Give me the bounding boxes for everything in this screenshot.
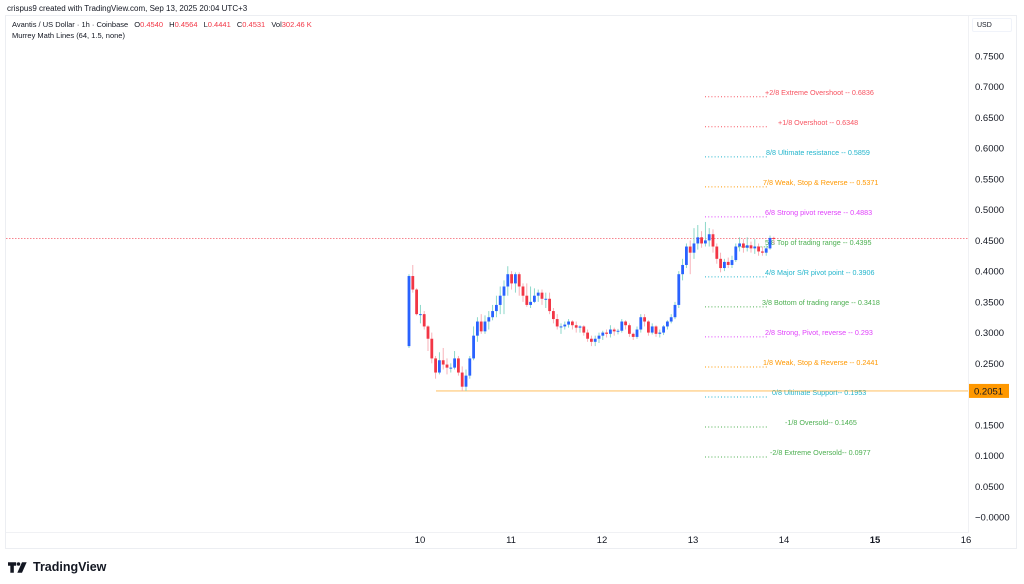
volume-value: 302.46 K bbox=[281, 20, 312, 29]
price-tick: 0.3500 bbox=[975, 297, 1004, 308]
price-tick: 0.1500 bbox=[975, 420, 1004, 431]
murrey-line-label: +2/8 Extreme Overshoot -- 0.6836 bbox=[765, 88, 874, 97]
brand-name: TradingView bbox=[33, 560, 107, 574]
price-tick: 0.3000 bbox=[975, 328, 1004, 339]
price-tick: 0.0500 bbox=[975, 482, 1004, 493]
chart-credit: crispus9 created with TradingView.com, S… bbox=[7, 4, 248, 13]
open-value: 0.4540 bbox=[140, 20, 164, 29]
price-tick: 0.2500 bbox=[975, 359, 1004, 370]
indicator-title[interactable]: Murrey Math Lines (64, 1.5, none) bbox=[12, 31, 125, 40]
time-tick: 14 bbox=[779, 535, 790, 546]
murrey-line-label: -2/8 Extreme Oversold-- 0.0977 bbox=[770, 448, 871, 457]
price-tick: 0.6000 bbox=[975, 144, 1004, 155]
high-value: 0.4564 bbox=[174, 20, 198, 29]
time-tick: 13 bbox=[688, 535, 699, 546]
price-scale-divider bbox=[968, 16, 969, 533]
high-label: H bbox=[169, 20, 175, 29]
symbol-ohlc-row[interactable]: Avantis / US Dollar · 1h · Coinbase O0.4… bbox=[12, 19, 312, 30]
murrey-line-label: 0/8 Ultimate Support-- 0.1953 bbox=[772, 388, 866, 397]
symbol-title: Avantis / US Dollar · 1h · Coinbase bbox=[12, 20, 129, 29]
price-tick: 0.7000 bbox=[975, 82, 1004, 93]
chart-legend: Avantis / US Dollar · 1h · Coinbase O0.4… bbox=[12, 19, 312, 41]
murrey-math-lines: +2/8 Extreme Overshoot -- 0.6836 +1/8 Ove… bbox=[705, 88, 880, 458]
price-tick: 0.5000 bbox=[975, 205, 1004, 216]
volume-label: Vol bbox=[271, 20, 282, 29]
price-tick: 0.6500 bbox=[975, 113, 1004, 124]
murrey-line-label: 7/8 Weak, Stop & Reverse -- 0.5371 bbox=[763, 178, 878, 187]
time-tick: 12 bbox=[597, 535, 608, 546]
tradingview-logo-icon bbox=[8, 561, 27, 573]
price-tick: 0.4500 bbox=[975, 236, 1004, 247]
low-label: L bbox=[203, 20, 208, 29]
murrey-line-label: 2/8 Strong, Pivot, reverse -- 0.293 bbox=[765, 328, 873, 337]
murrey-line-label: +1/8 Overshoot -- 0.6348 bbox=[778, 118, 858, 127]
horizontal-line-price-text: 0.2051 bbox=[974, 386, 1003, 397]
price-scale[interactable]: 0.7500 0.7000 0.6500 0.6000 0.5500 0.5000 0.45… bbox=[969, 51, 1010, 524]
murrey-line-label: 8/8 Ultimate resistance -- 0.5859 bbox=[766, 148, 870, 157]
price-tick: 0.1000 bbox=[975, 451, 1004, 462]
price-tick: 0.7500 bbox=[975, 51, 1004, 62]
open-label: O bbox=[134, 20, 141, 29]
horizontal-line-drawing[interactable] bbox=[6, 238, 968, 392]
time-tick: 15 bbox=[870, 535, 881, 546]
price-tick: 0.5500 bbox=[975, 174, 1004, 185]
time-scale-divider bbox=[6, 532, 968, 533]
murrey-line-label: 4/8 Major S/R pivot point -- 0.3906 bbox=[765, 268, 874, 277]
time-scale[interactable]: 10 11 12 13 14 15 16 bbox=[415, 535, 972, 546]
time-tick: 11 bbox=[506, 535, 516, 546]
currency-badge[interactable]: USD bbox=[972, 18, 1012, 32]
murrey-line-label: -1/8 Oversold-- 0.1465 bbox=[785, 418, 857, 427]
low-value: 0.4441 bbox=[207, 20, 231, 29]
close-label: C bbox=[236, 20, 243, 29]
price-tick: −0.0000 bbox=[975, 513, 1010, 524]
time-tick: 16 bbox=[961, 535, 972, 546]
murrey-line-label: 1/8 Weak, Stop & Reverse -- 0.2441 bbox=[763, 358, 878, 367]
tradingview-brand: TradingView bbox=[8, 560, 106, 574]
price-tick: 0.4000 bbox=[975, 267, 1004, 278]
candles bbox=[407, 221, 776, 391]
murrey-line-label: 3/8 Bottom of trading range -- 0.3418 bbox=[762, 298, 880, 307]
horizontal-line-price-label bbox=[969, 383, 1009, 398]
time-tick: 10 bbox=[415, 535, 426, 546]
murrey-line-label: 5/8 Top of trading range -- 0.4395 bbox=[765, 238, 872, 247]
murrey-line-label: 6/8 Strong pivot reverse -- 0.4883 bbox=[765, 208, 872, 217]
close-value: 0.4531 bbox=[242, 20, 266, 29]
